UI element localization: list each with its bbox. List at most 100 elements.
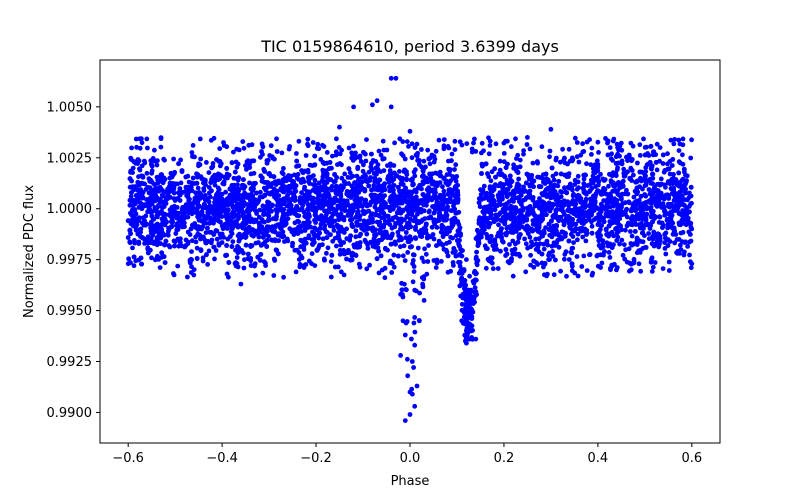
data-point: [688, 238, 694, 244]
data-point: [376, 238, 382, 243]
data-point: [258, 252, 264, 257]
data-point: [413, 236, 419, 241]
data-point: [481, 211, 487, 216]
data-point: [328, 186, 334, 192]
data-point: [373, 165, 379, 171]
data-point: [499, 226, 504, 232]
data-point: [534, 227, 539, 232]
data-point: [193, 225, 199, 231]
data-point: [300, 195, 306, 201]
data-point: [354, 214, 359, 220]
data-point: [425, 235, 430, 241]
data-point: [497, 158, 503, 164]
data-point: [146, 190, 152, 196]
data-point: [172, 243, 177, 249]
data-point: [612, 188, 618, 194]
data-point: [677, 196, 683, 202]
data-point: [479, 223, 485, 229]
data-point: [471, 280, 477, 286]
data-point: [500, 215, 506, 220]
data-point: [512, 246, 518, 252]
data-point: [251, 170, 257, 176]
data-point: [396, 206, 402, 211]
data-point: [392, 239, 398, 245]
data-point: [312, 186, 317, 192]
data-point: [616, 180, 621, 185]
data-point: [474, 249, 479, 255]
data-point: [605, 204, 611, 210]
data-point: [325, 218, 331, 224]
data-point: [387, 168, 393, 173]
data-point: [647, 226, 653, 231]
data-point: [164, 219, 169, 225]
data-point: [353, 228, 359, 234]
data-point: [337, 248, 343, 253]
data-point: [325, 245, 331, 251]
data-point: [422, 246, 427, 252]
data-point: [194, 256, 200, 261]
data-point: [359, 203, 365, 209]
data-point: [425, 259, 431, 264]
data-point: [447, 239, 452, 245]
data-point: [580, 216, 586, 222]
data-point: [161, 201, 166, 206]
data-point: [626, 200, 632, 206]
data-point: [161, 175, 167, 181]
data-point: [613, 161, 619, 166]
data-point: [224, 171, 230, 177]
data-point: [428, 177, 433, 183]
data-point: [165, 232, 171, 238]
data-point: [210, 217, 216, 223]
data-point: [144, 237, 150, 242]
data-point: [427, 171, 432, 177]
data-point: [443, 217, 449, 223]
data-point: [393, 214, 398, 220]
data-point: [350, 158, 356, 163]
data-point: [546, 200, 552, 206]
data-point: [272, 229, 278, 235]
data-point: [317, 225, 323, 231]
data-point: [193, 234, 199, 240]
data-point: [559, 189, 565, 195]
data-point: [596, 238, 602, 244]
data-point: [229, 231, 235, 237]
data-point: [497, 211, 503, 217]
data-point: [504, 225, 510, 231]
data-point: [194, 171, 199, 177]
data-point: [480, 163, 485, 169]
data-point: [427, 208, 432, 214]
data-point: [426, 156, 432, 162]
data-point: [497, 167, 503, 173]
data-point: [367, 226, 373, 231]
data-point: [434, 225, 440, 230]
data-point: [599, 260, 605, 266]
data-point: [187, 232, 193, 238]
data-point: [130, 203, 136, 208]
data-point: [285, 216, 291, 222]
data-point: [388, 194, 393, 200]
data-point: [194, 245, 200, 251]
data-point: [207, 220, 212, 226]
data-point: [276, 222, 282, 228]
data-point: [675, 205, 681, 210]
data-point: [488, 215, 493, 220]
data-point: [266, 190, 271, 196]
data-point: [460, 282, 466, 287]
data-point: [331, 228, 337, 233]
data-point: [427, 161, 433, 167]
data-point: [221, 181, 227, 187]
data-point: [683, 239, 688, 245]
data-point: [200, 224, 206, 230]
data-point: [622, 173, 628, 179]
data-point: [668, 212, 673, 218]
data-point: [276, 207, 281, 213]
data-point: [658, 176, 664, 182]
data-point: [528, 244, 534, 250]
data-point: [285, 238, 291, 244]
data-point: [192, 221, 198, 226]
data-point: [353, 234, 359, 240]
data-point: [413, 167, 418, 173]
data-point: [682, 182, 688, 187]
data-point: [383, 246, 388, 252]
data-point: [562, 256, 567, 262]
